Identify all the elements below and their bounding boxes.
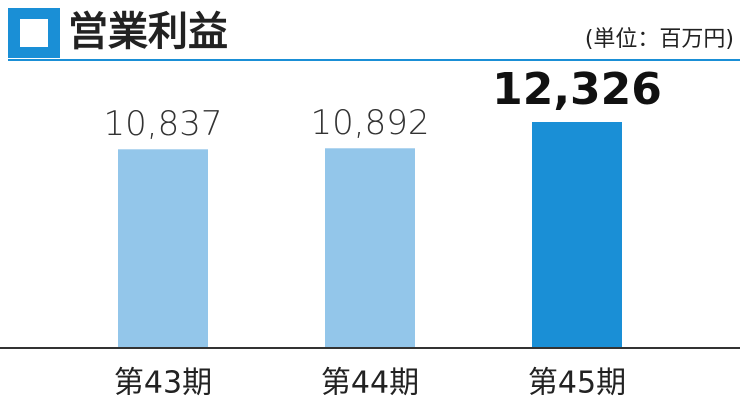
value-label: 12,326 bbox=[492, 64, 662, 115]
bar bbox=[532, 122, 622, 348]
unit-label: (単位：百万円) bbox=[585, 27, 734, 52]
x-tick-label: 第45期 bbox=[528, 366, 626, 401]
value-label: 10,837 bbox=[104, 104, 223, 144]
chart-title: 営業利益 bbox=[68, 9, 228, 55]
x-tick-label: 第44期 bbox=[321, 366, 419, 401]
x-tick-label: 第43期 bbox=[114, 366, 212, 401]
title-icon-inner bbox=[20, 19, 48, 47]
bar bbox=[118, 149, 208, 348]
value-label: 10,892 bbox=[311, 103, 430, 143]
bar bbox=[325, 148, 415, 348]
